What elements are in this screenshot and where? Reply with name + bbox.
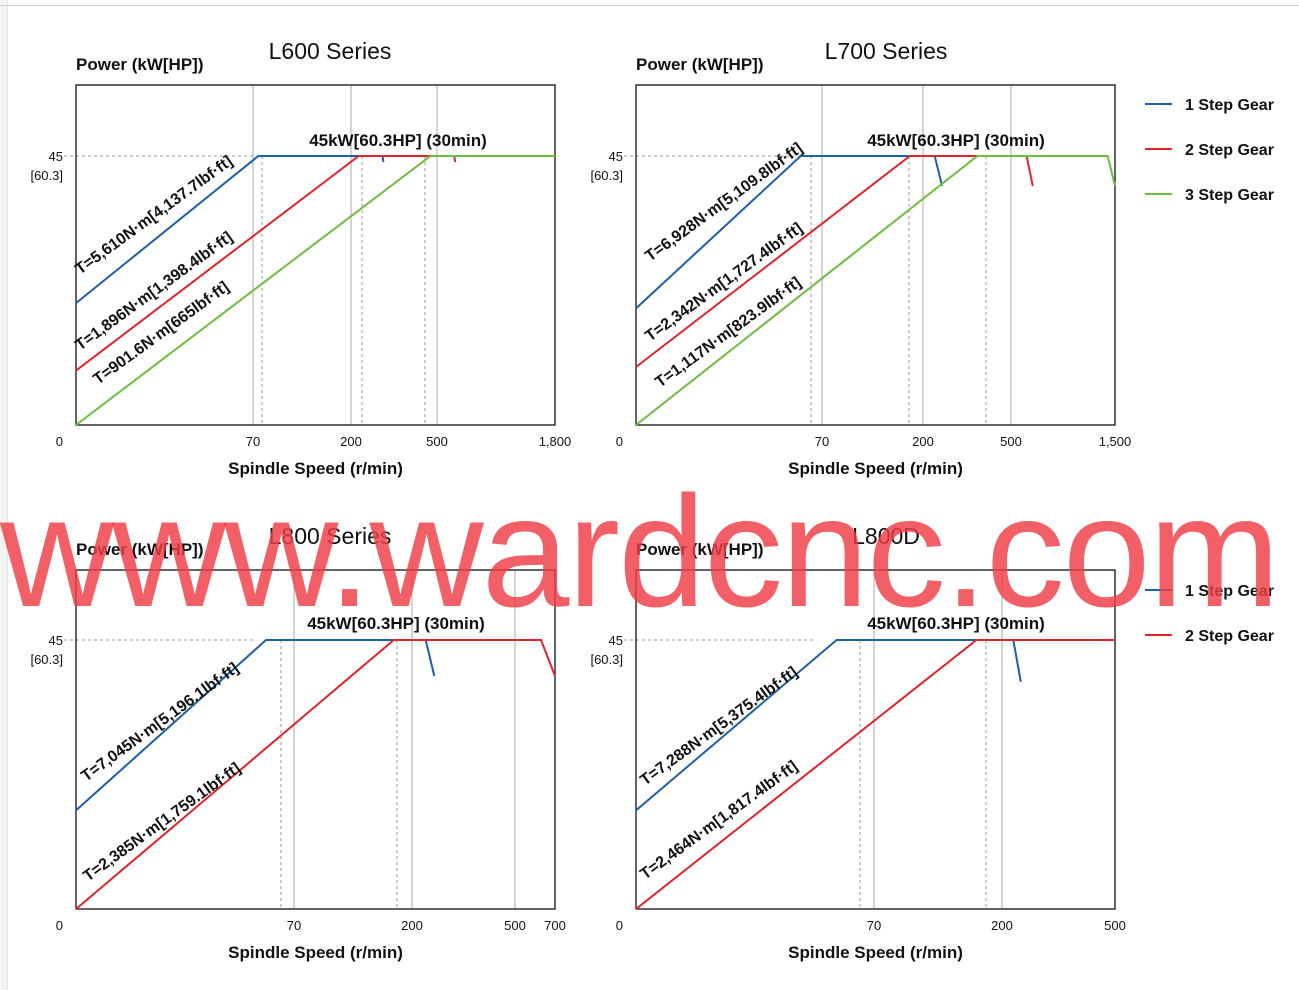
page-top-rule <box>0 0 1299 6</box>
power-annotation: 45kW[60.3HP] (30min) <box>867 131 1045 150</box>
series-line-2-step-gear <box>635 155 1034 368</box>
plot-frame <box>75 84 556 426</box>
x-axis-label: Spindle Speed (r/min) <box>788 459 963 478</box>
chart-panel-2: L700 Series Power (kW[HP]) Spindle Speed (… <box>590 38 1131 478</box>
y-tick-label: [60.3] <box>30 652 63 667</box>
x-tick-label: 0 <box>616 434 623 449</box>
y-tick-label: 45 <box>609 633 623 648</box>
power-annotation: 45kW[60.3HP] (30min) <box>307 614 485 633</box>
legend: 1 Step Gear 2 Step Gear 3 Step Gear <box>1145 97 1274 204</box>
plot-frame <box>635 569 1116 910</box>
x-tick-label: 500 <box>1000 434 1022 449</box>
x-tick-label: 0 <box>616 918 623 933</box>
torque-label: T=2,385N·m[1,759.1lbf·ft] <box>80 760 244 885</box>
legend-label: 2 Step Gear <box>1185 142 1274 159</box>
y-tick-label: [60.3] <box>590 652 623 667</box>
y-axis-label: Power (kW[HP]) <box>636 540 764 559</box>
series-line-3-step-gear <box>635 155 1116 426</box>
x-tick-label: 500 <box>504 918 526 933</box>
plot-frame <box>635 84 1116 426</box>
x-axis-label: Spindle Speed (r/min) <box>228 459 403 478</box>
x-tick-label: 200 <box>340 434 362 449</box>
x-tick-label: 70 <box>867 918 881 933</box>
x-tick-label: 1,500 <box>1099 434 1132 449</box>
series-line-1-step-gear <box>75 639 436 812</box>
y-tick-label: 45 <box>609 149 623 164</box>
series-line-2-step-gear <box>635 639 1115 910</box>
chart-panel-4: L800D Power (kW[HP]) Spindle Speed (r/min)… <box>590 523 1125 962</box>
power-annotation: 45kW[60.3HP] (30min) <box>867 614 1045 633</box>
y-tick-label: [60.3] <box>30 168 63 183</box>
torque-label: T=1,117N·m[823.9lbf·ft] <box>652 274 804 391</box>
x-tick-label: 200 <box>991 918 1013 933</box>
series-line-3-step-gear <box>75 155 555 426</box>
x-tick-label: 70 <box>246 434 260 449</box>
x-tick-label: 1,800 <box>539 434 572 449</box>
x-tick-label: 200 <box>401 918 423 933</box>
plot-frame <box>75 569 556 910</box>
y-tick-label: [60.3] <box>590 168 623 183</box>
legend: 1 Step Gear 2 Step Gear <box>1145 583 1274 645</box>
legend-label: 3 Step Gear <box>1185 187 1274 204</box>
series-line-1-step-gear <box>635 639 1022 812</box>
x-tick-label: 500 <box>1104 918 1126 933</box>
y-axis-label: Power (kW[HP]) <box>76 540 204 559</box>
chart-title: L700 Series <box>825 38 948 64</box>
x-axis-label: Spindle Speed (r/min) <box>228 943 403 962</box>
x-tick-label: 0 <box>56 918 63 933</box>
x-tick-label: 70 <box>287 918 301 933</box>
x-tick-label: 0 <box>56 434 63 449</box>
series-line-1-step-gear <box>75 155 385 304</box>
y-tick-label: 45 <box>49 633 63 648</box>
chart-title: L600 Series <box>269 38 392 64</box>
y-axis-label: Power (kW[HP]) <box>76 55 204 74</box>
page-edge <box>0 0 8 990</box>
x-tick-label: 200 <box>912 434 934 449</box>
power-annotation: 45kW[60.3HP] (30min) <box>309 131 487 150</box>
x-tick-label: 500 <box>426 434 448 449</box>
x-tick-label: 70 <box>815 434 829 449</box>
x-axis-label: Spindle Speed (r/min) <box>788 943 963 962</box>
y-axis-label: Power (kW[HP]) <box>636 55 764 74</box>
legend-label: 2 Step Gear <box>1185 628 1274 645</box>
chart-title: L800D <box>852 523 920 549</box>
series-line-2-step-gear <box>75 155 457 372</box>
legend-label: 1 Step Gear <box>1185 583 1274 600</box>
chart-title: L800 Series <box>269 523 392 549</box>
legend-label: 1 Step Gear <box>1185 97 1274 114</box>
x-tick-label: 700 <box>544 918 566 933</box>
series-line-2-step-gear <box>75 639 556 910</box>
series-line-1-step-gear <box>635 155 944 310</box>
y-tick-label: 45 <box>49 149 63 164</box>
torque-label: T=7,045N·m[5,196.1lbf·ft] <box>78 660 242 785</box>
